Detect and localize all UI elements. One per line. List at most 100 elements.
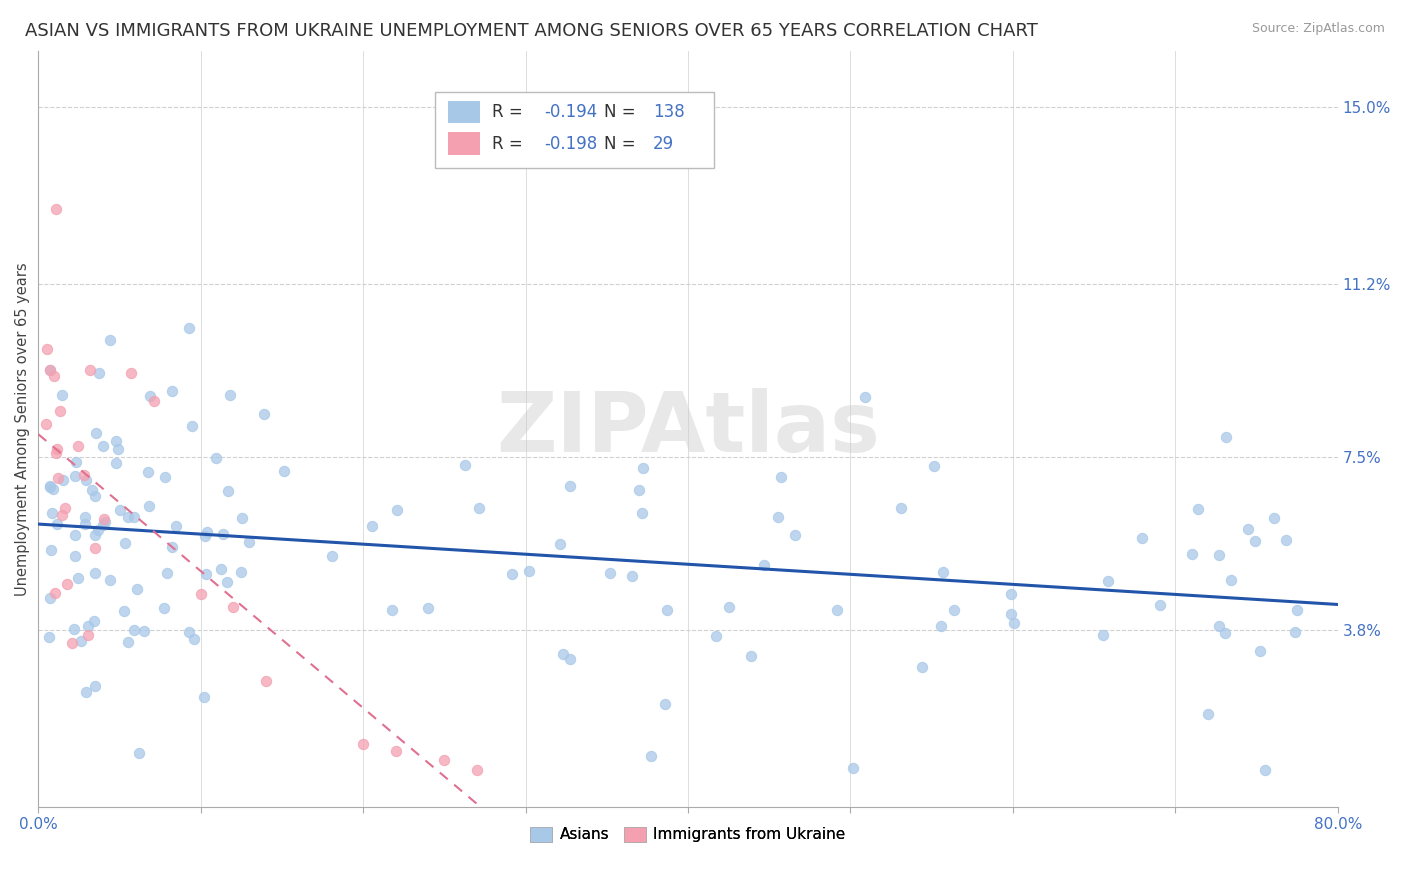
Point [38, 631, 60, 645]
Point [215, 575, 238, 590]
Point [1236, 522, 1258, 536]
Point [160, 541, 183, 555]
Point [45, 202, 67, 217]
Point [35, 343, 58, 357]
Point [89, 366, 111, 380]
Point [67, 571, 90, 585]
Point [56, 577, 79, 591]
FancyBboxPatch shape [447, 101, 479, 123]
Text: -0.194: -0.194 [544, 103, 598, 121]
Point [1263, 511, 1285, 525]
Point [468, 500, 491, 515]
FancyBboxPatch shape [447, 132, 479, 155]
Point [553, 648, 575, 662]
Point [1197, 706, 1219, 721]
Point [1002, 615, 1025, 630]
Point [433, 753, 456, 767]
Point [1243, 533, 1265, 548]
Point [65, 468, 87, 483]
Point [83, 566, 105, 580]
Point [194, 567, 217, 582]
Point [177, 321, 200, 335]
Point [381, 602, 404, 616]
Point [162, 384, 184, 399]
Point [104, 456, 127, 470]
Point [42, 369, 65, 384]
Point [44, 586, 66, 600]
Point [63, 622, 86, 636]
Point [39, 479, 62, 493]
Point [41, 506, 63, 520]
Point [112, 604, 135, 618]
Point [39, 542, 62, 557]
Point [273, 464, 295, 478]
Point [1181, 547, 1204, 561]
Point [67, 439, 90, 453]
Point [46, 516, 69, 531]
Point [231, 565, 253, 579]
Point [177, 625, 200, 640]
Point [94, 515, 117, 529]
Point [465, 763, 488, 777]
Point [84, 541, 107, 555]
Legend: Asians, Immigrants from Ukraine: Asians, Immigrants from Ukraine [524, 821, 852, 848]
Point [628, 483, 651, 497]
Point [454, 458, 477, 473]
Point [655, 603, 678, 617]
Point [76, 628, 98, 642]
Point [193, 690, 215, 705]
Point [35, 417, 58, 432]
Point [120, 366, 142, 380]
Point [91, 439, 114, 453]
Point [1092, 627, 1115, 641]
Point [195, 525, 218, 540]
Point [1097, 574, 1119, 588]
Point [82, 483, 104, 498]
Point [932, 566, 955, 580]
Text: R =: R = [492, 135, 527, 153]
Point [361, 518, 384, 533]
Point [65, 549, 87, 563]
Point [252, 407, 274, 421]
Point [943, 603, 966, 617]
Point [1275, 533, 1298, 547]
Point [38, 591, 60, 605]
Point [84, 528, 107, 542]
Point [165, 519, 187, 533]
Point [156, 566, 179, 580]
Point [153, 601, 176, 615]
Point [1215, 430, 1237, 444]
Point [46, 470, 69, 484]
Point [766, 509, 789, 524]
Point [124, 509, 146, 524]
Point [87, 523, 110, 537]
Point [38, 480, 60, 494]
Point [98, 573, 121, 587]
Text: ZIPAtlas: ZIPAtlas [496, 388, 880, 469]
Point [654, 698, 676, 712]
Point [1000, 587, 1022, 601]
Point [548, 537, 571, 551]
Point [853, 390, 876, 404]
Point [631, 506, 654, 520]
Text: 29: 29 [652, 135, 673, 153]
Point [75, 516, 97, 531]
Point [70, 633, 93, 648]
Point [128, 746, 150, 760]
Point [254, 673, 277, 688]
Point [45, 445, 67, 459]
Point [108, 503, 131, 517]
Point [752, 558, 775, 572]
Point [181, 418, 204, 433]
Point [114, 536, 136, 550]
Point [153, 470, 176, 484]
Point [1130, 531, 1153, 545]
Point [222, 600, 245, 615]
Point [558, 652, 581, 666]
Point [73, 510, 96, 524]
Point [205, 450, 228, 465]
Point [51, 508, 73, 522]
Point [91, 518, 114, 533]
Point [217, 483, 239, 498]
Point [132, 624, 155, 638]
